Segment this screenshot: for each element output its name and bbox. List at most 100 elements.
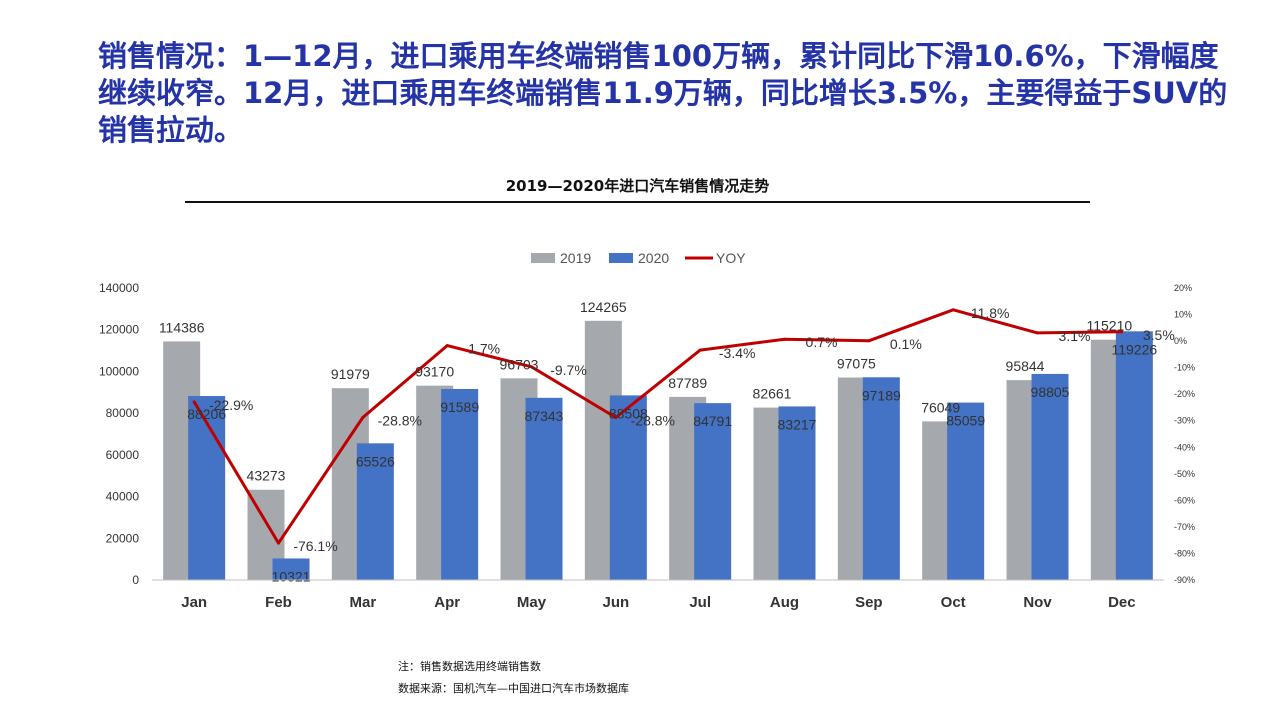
data-label-2020: 119226 bbox=[1111, 341, 1157, 357]
bar-2020 bbox=[1031, 373, 1069, 580]
data-label-2019: 76049 bbox=[921, 399, 960, 415]
data-label-2020: 98805 bbox=[1031, 384, 1070, 400]
x-axis: Jan Feb Mar Apr May Jun Jul Aug Sep Oct Nov Dec bbox=[152, 579, 1164, 611]
data-label-2019: 97075 bbox=[837, 356, 876, 372]
left-axis-tick-label: 140000 bbox=[99, 281, 139, 295]
data-label-2020: 88206 bbox=[187, 406, 226, 422]
right-axis-tick-label: -70% bbox=[1174, 522, 1195, 532]
yoy-point bbox=[1120, 330, 1124, 334]
chart-title: 2019—2020年进口汽车销售情况走势 bbox=[505, 177, 770, 195]
x-axis-tick-label: Jan bbox=[181, 594, 207, 611]
title-divider bbox=[185, 201, 1090, 203]
x-axis-tick-label: Feb bbox=[265, 594, 292, 611]
data-label-2020: 88508 bbox=[609, 405, 648, 421]
data-label-yoy: -22.9% bbox=[209, 397, 253, 413]
bar-2020 bbox=[272, 558, 310, 580]
right-axis-tick-label: 10% bbox=[1174, 310, 1192, 320]
data-label-2019: 115210 bbox=[1086, 318, 1132, 334]
bar-2020 bbox=[188, 396, 226, 580]
yoy-point bbox=[192, 400, 196, 404]
x-axis-tick-label: Sep bbox=[855, 594, 883, 611]
yoy-point bbox=[277, 541, 280, 545]
footnote: 注：销售数据选用终端销售数 bbox=[398, 660, 541, 673]
yoy-point bbox=[1036, 331, 1039, 335]
right-axis-tick-label: -90% bbox=[1174, 575, 1195, 585]
data-label-yoy: 3.1% bbox=[1059, 328, 1091, 344]
right-axis-tick-label: -20% bbox=[1174, 389, 1195, 399]
right-axis-tick-label: 0% bbox=[1174, 336, 1187, 346]
data-label-2020: 65526 bbox=[356, 453, 395, 469]
data-label-2020: 84791 bbox=[693, 413, 732, 429]
data-label-2019: 95844 bbox=[1006, 358, 1045, 374]
yoy-point bbox=[361, 416, 365, 420]
data-labels: 114386 88206-22.9% 43273 10321 -76.1% 91979 65… bbox=[159, 299, 1175, 585]
data-label-2019: 114386 bbox=[159, 319, 205, 335]
yoy-line bbox=[192, 308, 1124, 545]
right-axis-tick-label: -50% bbox=[1174, 469, 1195, 479]
combo-chart: 2019 2020 YOY 0 20000 40000 60000 80000 100000 1… bbox=[99, 250, 1195, 611]
left-axis-tick-label: 80000 bbox=[106, 406, 140, 420]
data-label-2020: 91589 bbox=[440, 399, 479, 415]
left-axis: 0 20000 40000 60000 80000 100000 120000 140000 bbox=[99, 281, 139, 587]
right-axis-tick-label: -10% bbox=[1174, 363, 1195, 373]
yoy-point bbox=[783, 337, 786, 341]
data-label-2020: 10321 bbox=[272, 568, 311, 584]
yoy-point bbox=[867, 339, 871, 343]
bar-2020 bbox=[609, 395, 647, 580]
data-label-yoy: 0.1% bbox=[890, 336, 922, 352]
data-label-yoy: 11.8% bbox=[971, 305, 1010, 321]
bar-2020 bbox=[356, 443, 394, 580]
right-axis: 20% 10% 0% -10% -20% -30% -40% -50% -60% -70% -80%… bbox=[1174, 283, 1195, 585]
data-label-2019: 124265 bbox=[580, 299, 627, 315]
yoy-point bbox=[951, 308, 955, 312]
x-axis-tick-label: Oct bbox=[941, 594, 966, 611]
data-label-yoy: -9.7% bbox=[550, 362, 587, 378]
bar-2020 bbox=[1115, 331, 1153, 580]
left-axis-tick-label: 20000 bbox=[106, 531, 140, 545]
x-axis-tick-label: Nov bbox=[1023, 594, 1052, 611]
data-label-2019: 82661 bbox=[753, 386, 792, 402]
data-label-yoy: 0.7% bbox=[806, 334, 838, 350]
data-label-yoy: -28.8% bbox=[631, 413, 675, 429]
x-axis-tick-label: Aug bbox=[770, 594, 799, 611]
data-label-2020: 83217 bbox=[778, 416, 817, 432]
yoy-point bbox=[530, 365, 533, 369]
legend-swatch-2019 bbox=[531, 253, 555, 263]
right-axis-tick-label: -30% bbox=[1174, 416, 1195, 426]
yoy-series-line bbox=[192, 308, 1122, 545]
bar-2020 bbox=[694, 403, 732, 580]
x-axis-tick-label: Dec bbox=[1108, 594, 1136, 611]
left-axis-tick-label: 100000 bbox=[99, 364, 139, 378]
legend-label-2020: 2020 bbox=[638, 250, 669, 266]
data-label-yoy: -76.1% bbox=[293, 538, 337, 554]
left-axis-tick-label: 120000 bbox=[99, 323, 139, 337]
bar-2020 bbox=[862, 377, 900, 580]
data-source: 数据来源：国机汽车—中国进口汽车市场数据库 bbox=[398, 682, 629, 695]
right-axis-tick-label: -80% bbox=[1174, 548, 1195, 558]
data-label-2020: 85059 bbox=[946, 413, 985, 429]
data-label-yoy: -28.8% bbox=[378, 413, 422, 429]
data-label-2019: 91979 bbox=[331, 366, 370, 382]
yoy-point bbox=[445, 344, 449, 348]
bar-2020 bbox=[525, 397, 563, 580]
data-label-yoy: 1.7% bbox=[468, 341, 500, 357]
x-axis-tick-label: Jul bbox=[689, 594, 711, 611]
legend-label-yoy: YOY bbox=[716, 250, 746, 266]
data-label-2019: 93170 bbox=[415, 364, 454, 380]
yoy-point bbox=[614, 416, 618, 420]
data-label-yoy: 3.5% bbox=[1143, 327, 1175, 343]
x-axis-tick-label: Apr bbox=[434, 594, 460, 611]
x-axis-tick-label: Jun bbox=[602, 594, 629, 611]
data-label-yoy: -3.4% bbox=[719, 345, 756, 361]
data-label-2019: 96703 bbox=[500, 356, 539, 372]
data-label-2019: 87789 bbox=[668, 375, 707, 391]
yoy-point bbox=[698, 348, 702, 352]
x-axis-tick-label: Mar bbox=[349, 594, 376, 611]
data-label-2019: 43273 bbox=[247, 468, 286, 484]
data-label-2020: 87343 bbox=[525, 408, 564, 424]
legend-swatch-2020 bbox=[609, 253, 633, 263]
data-label-2020: 97189 bbox=[862, 387, 901, 403]
bar-2020 bbox=[441, 388, 479, 580]
left-axis-tick-label: 40000 bbox=[106, 490, 140, 504]
bar-2020 bbox=[947, 402, 985, 580]
